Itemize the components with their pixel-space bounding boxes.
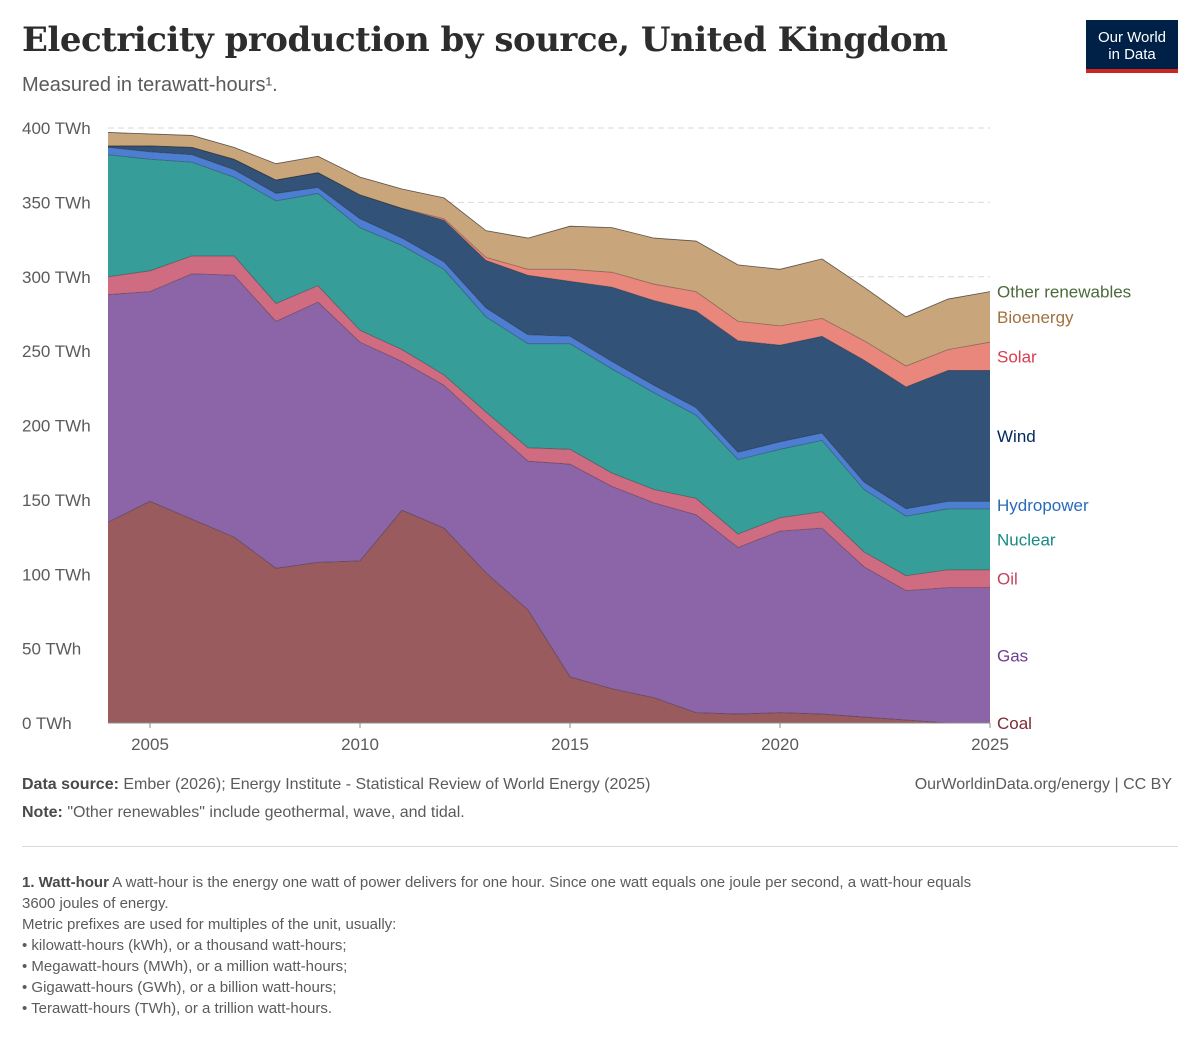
data-source: Data source: Ember (2026); Energy Instit…: [22, 776, 650, 794]
area-outline: [107, 132, 991, 318]
attribution-link[interactable]: OurWorldinData.org/energy | CC BY: [914, 776, 1172, 793]
data-source-text: Ember (2026); Energy Institute - Statist…: [118, 776, 651, 793]
x-tick-label: 2010: [341, 735, 379, 754]
area-outline: [107, 154, 990, 517]
series-label-bioenergy: Bioenergy: [997, 308, 1074, 327]
x-tick-label: 2020: [761, 735, 799, 754]
footer-divider: [22, 846, 1178, 847]
area-outline: [107, 500, 990, 724]
area-outline: [107, 146, 990, 510]
series-label-coal: Coal: [997, 714, 1032, 733]
area-outline: [107, 255, 990, 577]
series-label-nuclear: Nuclear: [997, 530, 1056, 549]
area-outline: [108, 145, 991, 367]
note-text: "Other renewables" include geothermal, w…: [62, 804, 465, 821]
footnote-term: 1. Watt-hour: [22, 874, 109, 891]
x-tick-label: 2025: [971, 735, 1009, 754]
area-outline: [108, 145, 990, 388]
footnote-item: • Terawatt-hours (TWh), or a trillion wa…: [22, 1000, 333, 1017]
footnote: 1. Watt-hour A watt-hour is the energy o…: [22, 872, 1142, 1019]
footnote-item: • Gigawatt-hours (GWh), or a billion wat…: [22, 979, 337, 996]
chart-title: Electricity production by source, United…: [22, 20, 948, 60]
footnote-prefix-intro: Metric prefixes are used for multiples o…: [22, 916, 397, 933]
footnote-definition: A watt-hour is the energy one watt of po…: [108, 874, 972, 891]
area-bioenergy: [108, 132, 990, 366]
note-label: Note:: [22, 804, 63, 821]
series-label-solar: Solar: [997, 347, 1037, 366]
footnote-item: • Megawatt-hours (MWh), or a million wat…: [22, 958, 348, 975]
y-tick-label: 150 TWh: [22, 491, 91, 510]
chart-subtitle: Measured in terawatt-hours¹.: [22, 74, 278, 96]
data-source-label: Data source:: [22, 776, 119, 793]
x-tick-label: 2015: [551, 735, 589, 754]
y-tick-label: 350 TWh: [22, 193, 91, 212]
area-nuclear: [108, 154, 990, 576]
series-label-wind: Wind: [997, 427, 1036, 446]
footnote-item: • kilowatt-hours (kWh), or a thousand wa…: [22, 937, 347, 954]
footnote-definition-cont: 3600 joules of energy.: [22, 895, 169, 912]
chart-note: Note: "Other renewables" include geother…: [22, 804, 465, 822]
y-tick-label: 400 TWh: [22, 119, 91, 138]
stacked-area-chart: 0 TWh 50 TWh 100 TWh 150 TWh 200 TWh 250 TWh 3…: [22, 119, 1131, 754]
series-label-oil: Oil: [997, 570, 1018, 589]
logo-line-1: Our World: [1097, 29, 1167, 46]
area-outline: [107, 273, 990, 592]
area-gas: [108, 273, 990, 723]
area-solar: [108, 145, 990, 387]
x-tick-label: 2005: [131, 735, 169, 754]
y-tick-label: 200 TWh: [22, 417, 91, 436]
series-label-other-renewables: Other renewables: [997, 283, 1131, 302]
area-coal: [108, 501, 990, 723]
y-tick-label: 250 TWh: [22, 342, 91, 361]
owid-logo[interactable]: Our World in Data: [1086, 20, 1178, 73]
y-tick-label: 300 TWh: [22, 268, 91, 287]
series-label-hydropower: Hydropower: [997, 496, 1089, 515]
y-tick-label: 100 TWh: [22, 565, 91, 584]
area-outline: [107, 132, 991, 318]
series-label-gas: Gas: [997, 646, 1028, 665]
area-wind: [108, 145, 990, 509]
y-tick-label: 0 TWh: [22, 714, 72, 733]
logo-line-2: in Data: [1108, 46, 1156, 63]
y-tick-label: 50 TWh: [22, 640, 81, 659]
